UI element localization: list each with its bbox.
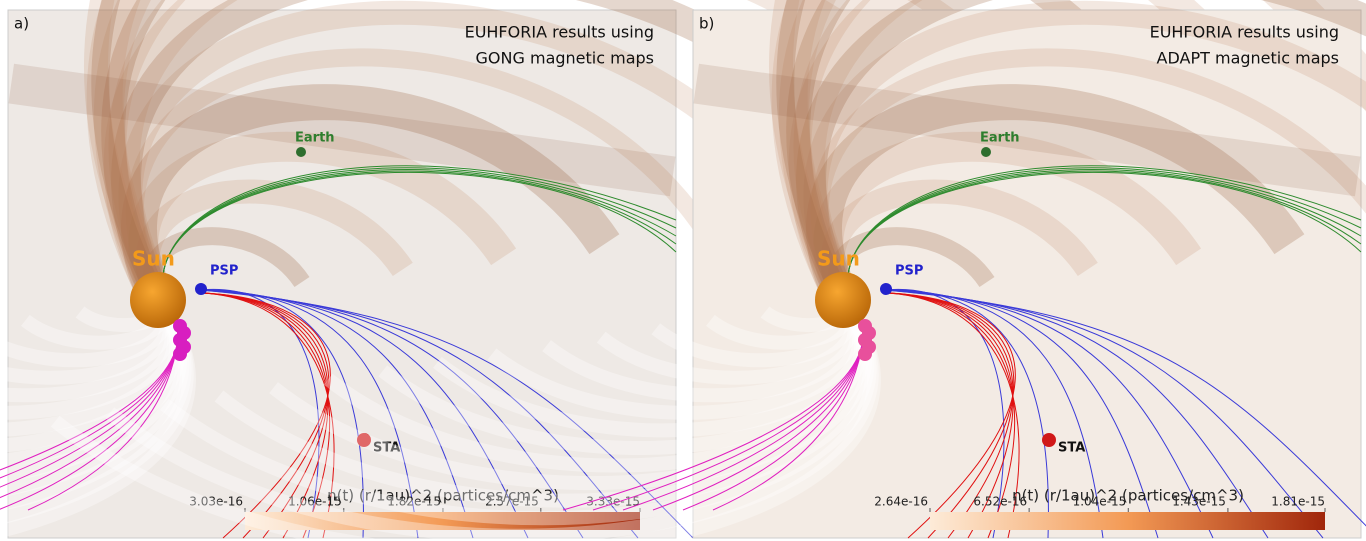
earth-label: Earth xyxy=(295,131,335,146)
magenta-sphere xyxy=(173,347,187,361)
colorbar-tick-label: 1.04e-15 xyxy=(1073,495,1127,509)
panel-title: GONG magnetic maps xyxy=(476,49,654,68)
sun-label: Sun xyxy=(817,247,860,271)
psp-label: PSP xyxy=(210,264,238,279)
panel-title: EUHFORIA results using xyxy=(465,23,654,42)
magenta-sphere xyxy=(858,347,872,361)
figure: Sun PSP Earth STA a) EUHFORIA results using GO… xyxy=(0,0,1366,541)
psp-label: PSP xyxy=(895,264,923,279)
colorbar-tick-label: 2.64e-16 xyxy=(874,495,928,509)
panel-label: a) xyxy=(14,15,29,33)
psp-marker xyxy=(880,283,892,295)
sta-marker xyxy=(1042,433,1056,447)
panel-label: b) xyxy=(699,15,714,33)
earth-marker xyxy=(296,147,306,157)
earth-marker xyxy=(981,147,991,157)
panel-title: EUHFORIA results using xyxy=(1150,23,1339,42)
sun-label: Sun xyxy=(132,247,175,271)
colorbar-tick-label: 6.52e-16 xyxy=(973,495,1027,509)
page: Sun PSP Earth STA a) EUHFORIA results using GO… xyxy=(0,0,1366,541)
panel-title: ADAPT magnetic maps xyxy=(1157,49,1339,68)
earth-label: Earth xyxy=(980,131,1020,146)
colorbar xyxy=(930,512,1325,530)
sta-label: STA xyxy=(1058,441,1085,456)
colorbar-tick-label: 1.43e-15 xyxy=(1172,495,1226,509)
psp-marker xyxy=(195,283,207,295)
colorbar-tick-label: 1.81e-15 xyxy=(1271,495,1325,509)
